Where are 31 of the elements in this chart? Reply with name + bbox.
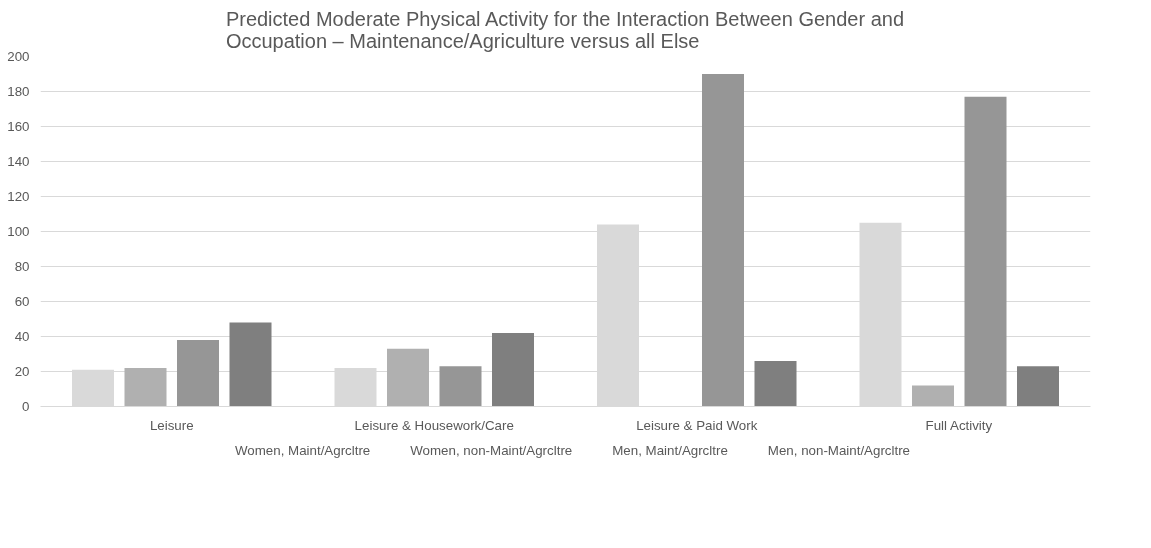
y-tick-label: 0 [22, 399, 30, 414]
x-tick-label: Leisure & Housework/Care [354, 417, 514, 433]
bar [439, 366, 482, 407]
y-tick-label: 60 [14, 294, 30, 309]
y-tick-label: 20 [14, 364, 30, 379]
y-tick-label: 100 [7, 224, 30, 239]
bar [1017, 366, 1059, 407]
bar [912, 385, 954, 407]
y-tick-label: 160 [7, 119, 30, 134]
text: Women, non-Maint/Agrcltre [410, 442, 573, 458]
text: Men, Maint/Agrcltre [612, 442, 728, 458]
x-tick-label: Leisure & Paid Work [636, 417, 758, 433]
bar [177, 340, 219, 407]
text: Women, Maint/Agrcltre [234, 442, 371, 458]
bar [229, 322, 272, 407]
y-tick-label: 140 [7, 154, 30, 169]
bar [754, 361, 797, 407]
y-tick-label: 180 [7, 84, 30, 99]
bar [387, 348, 429, 407]
bar [124, 368, 167, 407]
bar [492, 333, 534, 407]
y-tick-label: 40 [14, 329, 30, 344]
y-tick-label: 80 [14, 259, 30, 274]
x-tick-label: Full Activity [925, 417, 993, 433]
bar [702, 74, 744, 407]
y-tick-label: 120 [7, 189, 30, 204]
x-tick-label: Leisure [149, 417, 194, 433]
text: Men, non-Maint/Agrcltre [767, 442, 911, 458]
y-tick-label: 200 [7, 49, 30, 64]
chart-title: Predicted Moderate Physical Activity for the Interaction Between Gender and Occupation – Maintenance/Agriculture versus all Else [225, 7, 905, 52]
bar [964, 96, 1007, 407]
